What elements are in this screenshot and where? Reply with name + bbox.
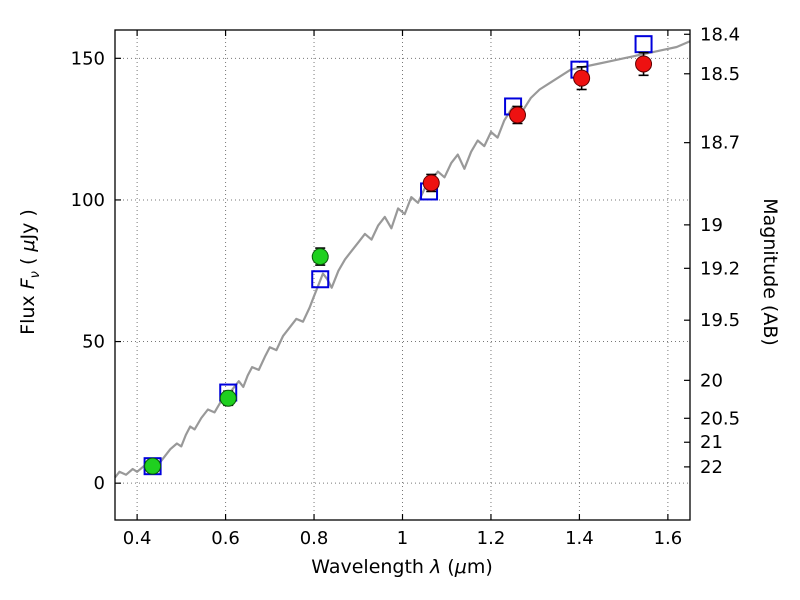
model-photometry-square	[311, 270, 330, 289]
x-tick-label: 1	[397, 528, 408, 549]
y-left-unit-close: Jy )	[17, 209, 39, 240]
y-tick-label-right: 21	[700, 432, 723, 453]
x-tick-label: 1.2	[477, 528, 506, 549]
observed-optical-marker	[144, 457, 162, 475]
axes-frame	[114, 29, 691, 521]
observed-infrared-points	[422, 51, 653, 193]
observed-infrared-marker	[573, 69, 591, 87]
y-tick-label-right: 19.2	[700, 258, 740, 279]
observed-optical-marker	[219, 389, 237, 407]
y-tick-label-right: 18.4	[700, 24, 740, 45]
gridlines	[115, 30, 690, 520]
y-axis-label-left: Flux Fν ( μJy )	[17, 209, 43, 335]
x-axis-label: Wavelength λ (μm)	[311, 556, 492, 578]
axis-ticks	[115, 30, 690, 520]
observed-infrared-marker	[422, 174, 440, 192]
model-spectrum-line	[114, 40, 691, 479]
x-axis-unit-open: (	[441, 556, 455, 578]
observed-optical-marker	[311, 248, 329, 266]
lambda-symbol: λ	[430, 556, 442, 578]
y-tick-label-left: 0	[94, 473, 105, 494]
nu-subscript: ν	[28, 271, 43, 279]
y-tick-label-left: 100	[71, 190, 105, 211]
tick-labels: 0.4 0.6 0.8 1 1.2 1.4 1.6 0 50 100 150 18.4 18.5 18.7…	[71, 24, 740, 549]
mu-symbol-x: μ	[454, 556, 467, 578]
y-tick-label-right: 22	[700, 457, 723, 478]
x-tick-label: 0.6	[211, 528, 240, 549]
y-tick-label-right: 19.5	[700, 310, 740, 331]
y-tick-label-right: 18.7	[700, 133, 740, 154]
x-tick-label: 1.6	[654, 528, 683, 549]
observed-infrared-marker	[635, 55, 653, 73]
observed-infrared-marker	[509, 106, 526, 124]
y-tick-label-right: 20	[700, 370, 723, 391]
y-tick-label-right: 20.5	[700, 408, 740, 429]
flux-symbol: F	[17, 278, 39, 290]
x-axis-unit-close: m)	[466, 556, 493, 578]
x-tick-label: 0.4	[123, 528, 152, 549]
y-tick-label-right: 18.5	[700, 64, 740, 85]
y-left-unit-open: (	[17, 251, 39, 272]
y-axis-label-right: Magnitude (AB)	[759, 198, 781, 346]
x-tick-label: 1.4	[565, 528, 594, 549]
y-tick-label-left: 150	[71, 48, 105, 69]
x-tick-label: 0.8	[300, 528, 329, 549]
y-tick-label-right: 19	[700, 215, 723, 236]
y-tick-label-left: 50	[82, 332, 105, 353]
observed-optical-points	[144, 247, 329, 475]
x-axis-label-word: Wavelength	[311, 556, 431, 578]
y-left-label-word: Flux	[17, 289, 39, 335]
mu-symbol-y: μ	[17, 239, 39, 252]
